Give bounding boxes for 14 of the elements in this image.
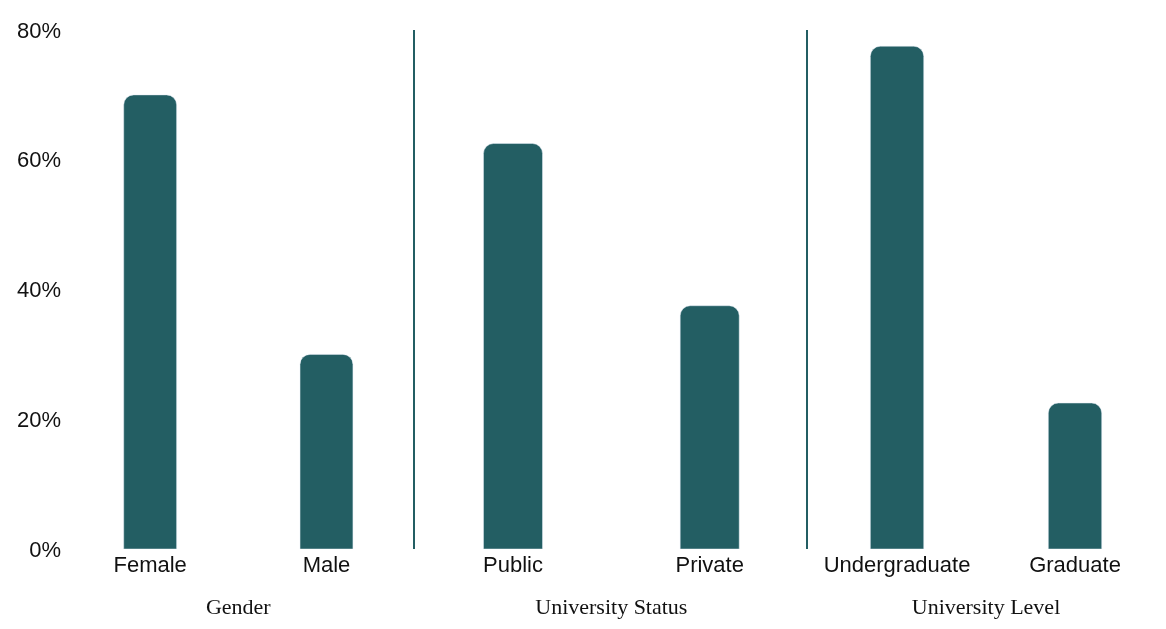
x-tick-label: Male (302, 552, 351, 577)
y-tick-label: 20% (16, 406, 61, 432)
x-axis-title: University Status (535, 593, 688, 619)
y-tick-label: 60% (16, 147, 61, 173)
x-tick-label: Undergraduate (823, 552, 971, 577)
y-tick-label: 0% (29, 536, 61, 562)
x-axis-title: Gender (205, 593, 272, 619)
x-tick-label: Public (483, 552, 543, 577)
x-tick-label: Private (675, 552, 744, 577)
x-tick-label: Female (113, 552, 187, 577)
x-axis-title: University Level (911, 593, 1061, 619)
y-tick-label: 40% (16, 277, 61, 303)
x-tick-label: Graduate (1029, 552, 1121, 577)
y-tick-label: 80% (16, 17, 61, 43)
